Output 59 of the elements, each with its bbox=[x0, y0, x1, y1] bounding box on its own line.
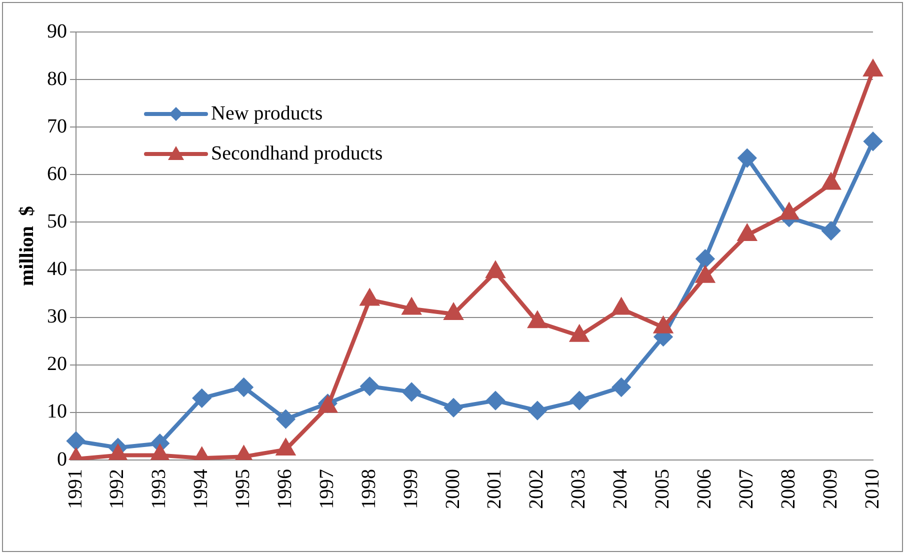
point bbox=[528, 402, 546, 420]
x-tick-label: 1998 bbox=[358, 469, 380, 509]
x-tick-label: 2003 bbox=[568, 469, 590, 509]
y-tick-label: 20 bbox=[47, 353, 67, 376]
x-tick-label: 2007 bbox=[735, 469, 758, 509]
x-tick-label: 2004 bbox=[610, 469, 632, 509]
y-tick-label: 30 bbox=[47, 306, 67, 328]
point bbox=[360, 377, 379, 396]
y-axis-title: million $ bbox=[16, 206, 38, 286]
point bbox=[738, 225, 756, 242]
x-tick-label: 1991 bbox=[64, 469, 86, 509]
point bbox=[402, 298, 421, 315]
point bbox=[486, 262, 504, 278]
point bbox=[696, 250, 714, 268]
y-tick-label: 40 bbox=[47, 258, 67, 280]
point bbox=[864, 60, 882, 77]
point bbox=[696, 266, 714, 283]
x-tick-label: 2002 bbox=[526, 469, 548, 509]
legend-label: New products bbox=[211, 102, 323, 124]
x-tick-label: 1996 bbox=[274, 469, 296, 509]
point bbox=[486, 392, 504, 410]
x-tick-label: 1997 bbox=[316, 469, 338, 509]
point bbox=[822, 222, 840, 240]
point bbox=[570, 392, 588, 410]
x-tick-label: 2008 bbox=[777, 469, 800, 509]
x-tick-label: 2000 bbox=[442, 469, 464, 509]
x-tick-label: 1993 bbox=[148, 469, 170, 509]
point bbox=[444, 304, 462, 320]
point bbox=[780, 204, 798, 220]
y-tick-label: 60 bbox=[47, 162, 67, 185]
y-tick-label: 80 bbox=[47, 68, 67, 90]
y-tick-label: 90 bbox=[47, 20, 67, 42]
y-tick-label: 0 bbox=[57, 448, 67, 470]
point bbox=[570, 326, 588, 342]
y-tick-label: 10 bbox=[47, 400, 67, 423]
x-tick-label: 2010 bbox=[861, 469, 884, 509]
point bbox=[67, 432, 85, 450]
x-tick-label: 1994 bbox=[190, 469, 212, 509]
point bbox=[276, 410, 295, 428]
legend-label: Secondhand products bbox=[211, 142, 383, 164]
point bbox=[654, 317, 672, 334]
point bbox=[360, 290, 379, 306]
point bbox=[612, 378, 630, 396]
point bbox=[402, 382, 421, 401]
x-tick-label: 1995 bbox=[232, 469, 254, 509]
point bbox=[234, 378, 253, 396]
point bbox=[528, 312, 546, 328]
x-tick-label: 2006 bbox=[693, 469, 716, 509]
x-tick-label: 1992 bbox=[106, 469, 128, 509]
x-tick-label: 2001 bbox=[484, 469, 506, 509]
y-tick-label: 50 bbox=[47, 210, 67, 232]
point bbox=[444, 398, 463, 417]
x-tick-label: 1999 bbox=[400, 469, 422, 509]
y-tick-label: 70 bbox=[47, 115, 67, 138]
x-tick-label: 2009 bbox=[819, 469, 842, 509]
point bbox=[612, 298, 630, 315]
point bbox=[822, 174, 840, 190]
point bbox=[192, 389, 211, 408]
x-tick-label: 2005 bbox=[652, 469, 674, 509]
